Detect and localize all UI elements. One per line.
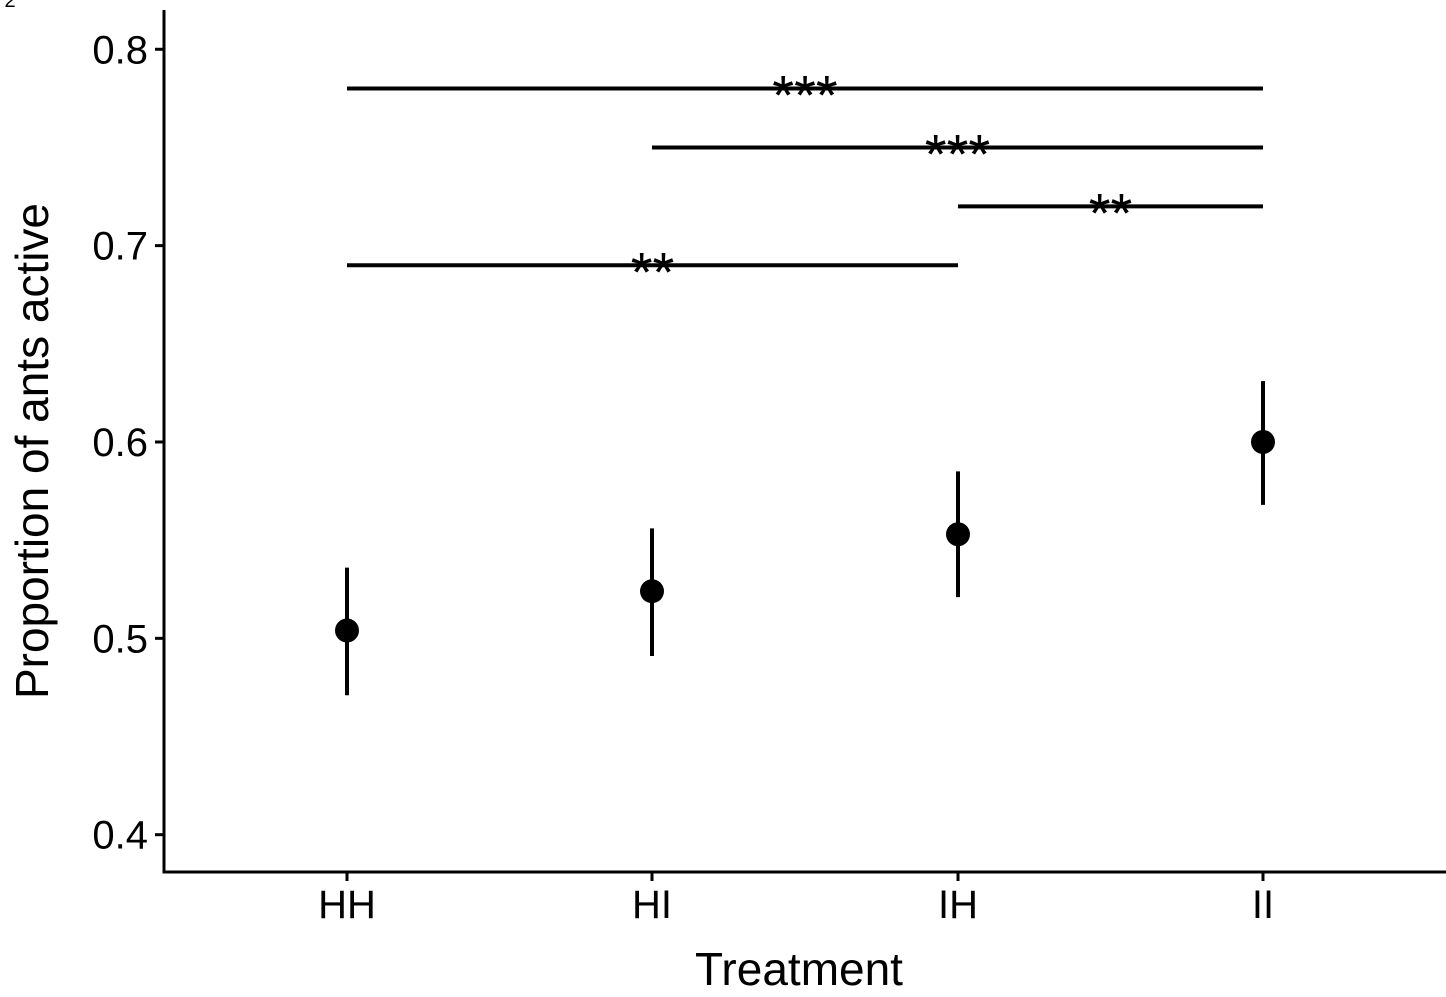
error-bars [345,381,1265,696]
data-point [335,618,359,643]
x-tick-label: HI [632,883,672,927]
y-tick-label: 0.5 [92,617,148,661]
y-tick-label: 0.6 [92,421,148,465]
y-tick-label: 0.8 [92,28,148,72]
significance-label: ** [1089,181,1133,244]
x-tick-label: IH [938,883,978,927]
x-tick-label: II [1252,883,1274,927]
data-point [640,579,664,604]
figure-caption: ure 2 [0,0,16,12]
x-tick-label: HH [318,883,376,927]
data-point [1251,429,1275,454]
y-axis-title: Proportion of ants active [6,203,58,699]
significance-label: *** [772,64,837,127]
axes: 0.4 0.5 0.6 0.7 0.8 HH HI IH II [92,10,1446,927]
y-tick-label: 0.4 [92,814,148,858]
x-axis-title: Treatment [695,943,903,995]
data-points [335,429,1275,643]
significance-label: *** [925,122,990,185]
significance-brackets: ********** [347,64,1263,303]
data-point [946,522,970,547]
significance-label: ** [631,240,675,303]
y-tick-label: 0.7 [92,225,148,269]
